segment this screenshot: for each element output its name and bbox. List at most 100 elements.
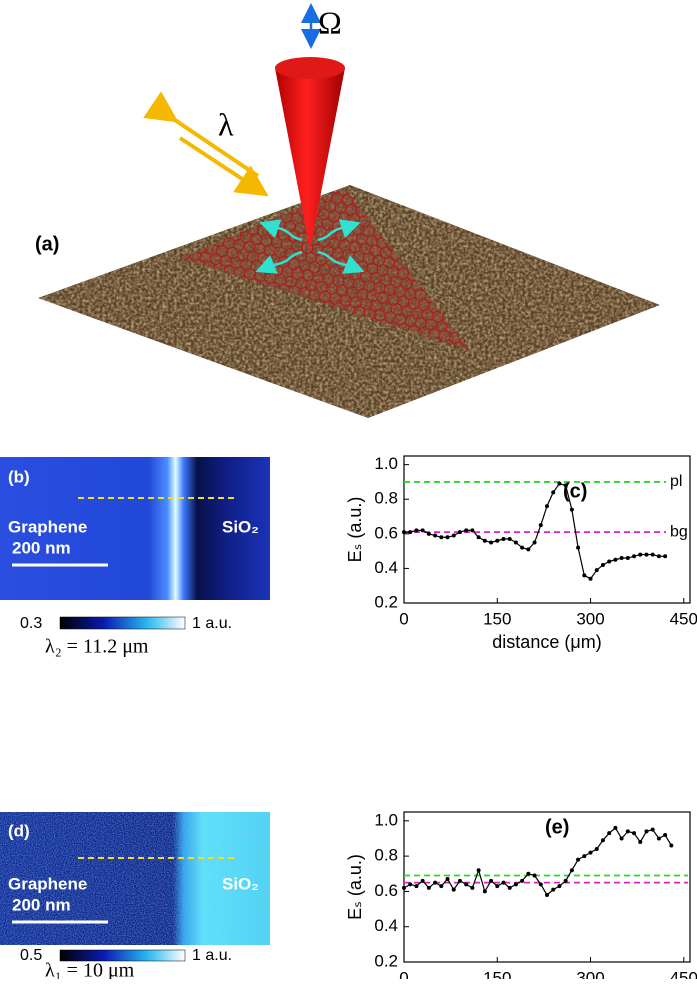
plasmon-arrow (255, 250, 303, 274)
data-point (457, 878, 462, 883)
data-point (638, 840, 643, 844)
data-point (650, 552, 655, 557)
x-tick-label: 150 (483, 609, 511, 628)
data-point (501, 880, 506, 885)
data-point (625, 556, 630, 561)
data-point (457, 530, 462, 535)
y-axis-label: Eₛ (a.u.) (345, 497, 365, 563)
data-point (563, 483, 568, 488)
data-point (526, 547, 531, 552)
x-tick-label: 300 (576, 609, 604, 628)
data-point (414, 528, 419, 533)
data-point (445, 535, 450, 540)
data-point (408, 530, 413, 535)
data-point (551, 490, 556, 495)
y-tick-label: 0.6 (374, 523, 398, 542)
data-point (551, 887, 556, 892)
data-point (501, 537, 506, 542)
data-point (426, 531, 431, 536)
region-label: SiO₂ (222, 517, 259, 536)
data-point (538, 523, 543, 528)
data-point (663, 554, 668, 559)
panel-a: Ω λ (a) (35, 2, 660, 418)
colorbar-min: 0.3 (20, 615, 42, 632)
y-tick-label: 1.0 (374, 810, 398, 829)
data-point (588, 850, 593, 855)
data-point (644, 829, 649, 834)
scale-label: 200 nm (12, 895, 71, 914)
y-tick-label: 0.6 (374, 881, 398, 900)
data-line (403, 826, 672, 896)
data-point (439, 535, 444, 540)
data-point (632, 831, 637, 836)
region-label: SiO₂ (222, 874, 259, 893)
data-point (520, 545, 525, 550)
data-point (632, 554, 637, 559)
panel-label: (d) (8, 821, 30, 840)
data-point (582, 854, 587, 859)
y-tick-label: 0.4 (374, 916, 398, 935)
data-point (451, 887, 456, 892)
data-point (520, 878, 525, 883)
data-point (426, 885, 431, 890)
data-point (607, 831, 612, 836)
data-point (569, 507, 574, 512)
data-point (433, 880, 438, 885)
data-point (638, 552, 643, 557)
data-point (451, 533, 456, 538)
colorbar (59, 616, 186, 630)
y-tick-label: 0.8 (374, 846, 398, 865)
tip (275, 68, 345, 250)
scale-label: 200 nm (12, 538, 71, 557)
region-label: Graphene (8, 874, 87, 893)
data-point (495, 538, 500, 543)
y-tick-label: 0.8 (374, 489, 398, 508)
data-point (495, 884, 500, 889)
x-axis-label: distance (μm) (492, 632, 601, 652)
data-point (513, 882, 518, 887)
plasmon-arrow (317, 219, 361, 242)
panel-label: (c) (563, 480, 587, 502)
data-point (613, 557, 618, 562)
x-tick-label: 150 (483, 968, 511, 979)
data-point (464, 882, 469, 887)
data-point (669, 843, 674, 848)
y-axis-label: Eₛ (a.u.) (345, 854, 365, 920)
data-point (470, 885, 475, 890)
y-tick-label: 0.4 (374, 558, 398, 577)
plasmon-arrow (259, 219, 303, 242)
data-point (625, 829, 630, 834)
caption: λ₂ = 11.2 μm (45, 636, 149, 658)
data-point (408, 882, 413, 887)
data-point (433, 533, 438, 538)
lambda-label: λ (218, 106, 234, 142)
data-point (464, 528, 469, 533)
y-tick-label: 0.2 (374, 592, 398, 611)
data-point (569, 868, 574, 873)
x-tick-label: 300 (576, 968, 604, 979)
caption: λ₁ = 10 μm (45, 960, 135, 979)
data-point (420, 528, 425, 533)
data-point (445, 877, 450, 882)
tip-top (275, 57, 345, 79)
chart: 0.2 0.4 0.6 0.8 1.0 0 150 300 450 pl bg (c) distance… (345, 454, 697, 652)
data-point (532, 540, 537, 545)
data-point (538, 882, 543, 887)
y-tick-label: 0.2 (374, 951, 398, 970)
panel-label: (e) (545, 816, 569, 838)
colorbar (59, 949, 186, 962)
panel-label: (b) (8, 467, 30, 486)
data-point (476, 535, 481, 540)
data-point (582, 573, 587, 578)
near-field-image (0, 457, 270, 600)
panel-label: (a) (35, 233, 59, 255)
data-point (563, 878, 568, 883)
data-point (482, 889, 487, 894)
data-point (507, 885, 512, 890)
data-point (600, 562, 605, 567)
data-point (532, 873, 537, 878)
data-point (656, 554, 661, 559)
data-point (619, 556, 624, 561)
data-point (576, 857, 581, 862)
